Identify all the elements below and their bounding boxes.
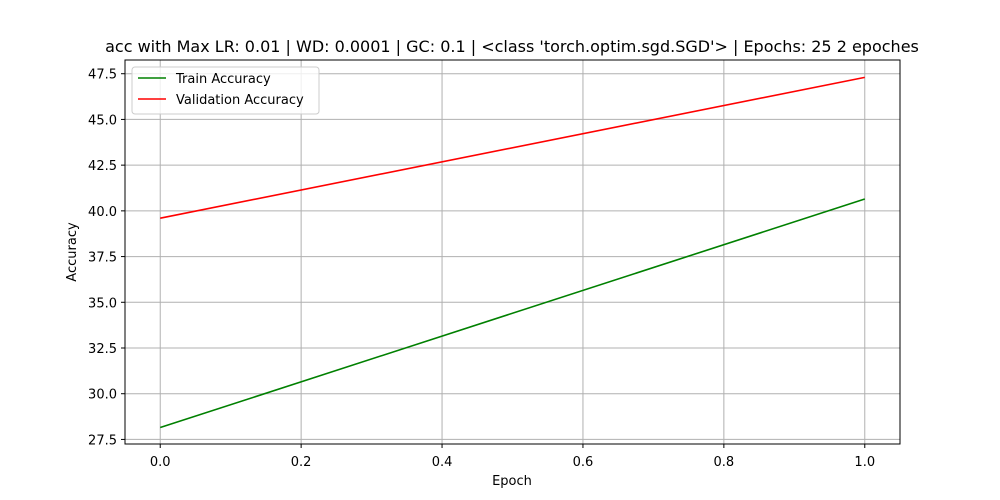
axis-ticks: 0.0 0.2 0.4 0.6 0.8 1.0 27.5 30.0 32.5 35.0 37.5 40… [88,68,875,470]
x-tick-label: 1.0 [854,455,875,470]
legend: Train Accuracy Validation Accuracy [131,66,320,115]
chart-title: acc with Max LR: 0.01 | WD: 0.0001 | GC:… [105,37,919,56]
validation-accuracy-legend-label: Validation Accuracy [176,93,304,108]
y-tick-label: 37.5 [88,251,117,266]
grid [125,60,900,444]
plot-area-frame [124,59,901,445]
validation-accuracy-line [160,76,865,219]
x-tick-label: 0.6 [573,455,594,470]
y-tick-label: 30.0 [88,388,117,403]
series-lines [159,76,866,429]
x-tick-label: 0.0 [150,455,171,470]
legend-box [131,66,320,115]
x-tick-label: 0.2 [291,455,312,470]
y-tick-label: 45.0 [88,113,117,128]
x-axis-label: Epoch [492,474,532,489]
y-tick-label: 42.5 [88,159,117,174]
y-tick-label: 35.0 [88,296,117,311]
y-tick-label: 47.5 [88,68,117,83]
y-tick-label: 27.5 [88,433,117,448]
y-axis-label: Accuracy [65,222,80,282]
train-accuracy-legend-label: Train Accuracy [175,72,271,87]
x-tick-label: 0.4 [432,455,453,470]
x-tick-label: 0.8 [714,455,735,470]
y-tick-label: 40.0 [88,205,117,220]
train-accuracy-line [159,198,866,429]
y-tick-label: 32.5 [88,342,117,357]
